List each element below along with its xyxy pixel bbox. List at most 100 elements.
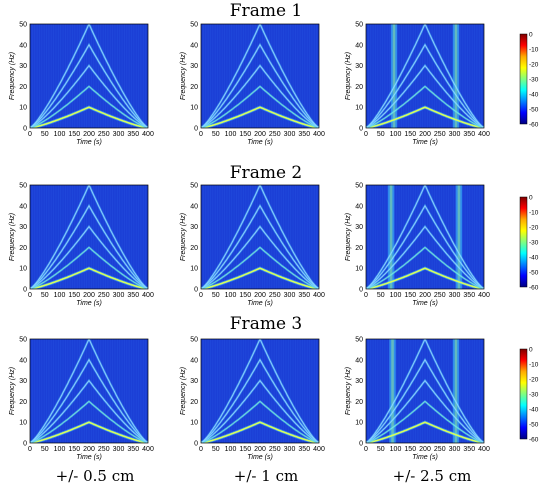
- x-tick-label: 350: [127, 446, 139, 453]
- y-tick-label: 40: [190, 203, 198, 210]
- x-tick-label: 250: [269, 446, 281, 453]
- harmonic-curve: [366, 246, 484, 289]
- colorbar-tick-label: -60: [529, 436, 539, 443]
- y-tick-label: 30: [19, 224, 27, 231]
- colorbar-tick-label: -60: [529, 284, 539, 291]
- x-tick-label: 150: [404, 131, 416, 138]
- column-label-3: +/- 2.5 cm: [393, 467, 472, 485]
- x-tick-label: 300: [113, 131, 125, 138]
- x-tick-label: 250: [269, 292, 281, 299]
- y-tick-label: 20: [190, 245, 198, 252]
- y-tick-label: 20: [190, 84, 198, 91]
- y-axis-label: Frequency (Hz): [345, 52, 352, 100]
- harmonic-curve: [30, 64, 148, 128]
- x-tick-label: 200: [254, 131, 266, 138]
- y-tick-label: 30: [190, 63, 198, 70]
- x-tick-label: 250: [269, 131, 281, 138]
- y-axis-label: Frequency (Hz): [180, 367, 187, 415]
- x-tick-label: 100: [54, 292, 66, 299]
- y-tick-label: 30: [19, 378, 27, 385]
- colorbar-tick-label: -60: [529, 121, 539, 128]
- x-tick-label: 400: [313, 446, 325, 453]
- harmonic-curve: [366, 24, 484, 128]
- harmonic-curve: [366, 106, 484, 128]
- y-tick-label: 50: [355, 22, 363, 29]
- y-tick-label: 40: [355, 357, 363, 364]
- harmonic-curve: [366, 400, 484, 443]
- plot-content: [366, 24, 484, 128]
- x-axis-label: Time (s): [247, 139, 273, 146]
- vertical-band-core: [391, 339, 394, 443]
- harmonic-curve: [201, 400, 319, 443]
- colorbar-tick-label: -50: [529, 421, 539, 428]
- x-tick-label: 300: [449, 292, 461, 299]
- colorbar-tick-label: 0: [529, 31, 533, 38]
- y-tick-label: 20: [19, 399, 27, 406]
- x-tick-label: 100: [54, 446, 66, 453]
- y-tick-label: 0: [194, 441, 198, 448]
- x-tick-label: 0: [28, 131, 32, 138]
- y-tick-label: 10: [355, 266, 363, 273]
- harmonic-curve: [201, 185, 319, 289]
- x-tick-label: 100: [225, 131, 237, 138]
- x-tick-label: 350: [298, 292, 310, 299]
- x-tick-label: 0: [28, 446, 32, 453]
- x-tick-label: 400: [478, 446, 490, 453]
- x-tick-label: 50: [212, 292, 220, 299]
- y-tick-label: 40: [19, 42, 27, 49]
- y-tick-label: 20: [19, 245, 27, 252]
- harmonic-curve: [30, 185, 148, 289]
- colorbar-tick-label: -10: [529, 209, 539, 216]
- plot-content: [201, 24, 319, 128]
- harmonic-curve: [366, 421, 484, 443]
- y-tick-label: 40: [190, 357, 198, 364]
- x-tick-label: 250: [98, 292, 110, 299]
- plot-frame: [29, 338, 149, 444]
- colorbar-gradient: [519, 33, 528, 125]
- harmonic-curve: [30, 421, 148, 443]
- y-tick-label: 10: [19, 105, 27, 112]
- y-tick-label: 10: [19, 420, 27, 427]
- y-tick-label: 20: [190, 399, 198, 406]
- y-axis-label: Frequency (Hz): [345, 213, 352, 261]
- spectrogram-panel: 0 50 100 150 200 250 300 350 400 0 10 20 30 40 50 Time …: [9, 22, 154, 147]
- harmonic-curve: [366, 185, 484, 289]
- harmonic-curve: [201, 43, 319, 128]
- y-tick-label: 0: [359, 287, 363, 294]
- plot-content: [30, 24, 148, 128]
- y-tick-label: 30: [355, 224, 363, 231]
- colorbar-tick-label: -50: [529, 106, 539, 113]
- plot-content: [366, 339, 484, 443]
- harmonic-curve: [201, 358, 319, 443]
- y-tick-label: 0: [194, 287, 198, 294]
- plot-frame: [200, 184, 320, 290]
- harmonic-curve: [30, 267, 148, 289]
- x-tick-label: 50: [212, 446, 220, 453]
- x-tick-label: 150: [404, 446, 416, 453]
- x-tick-label: 350: [127, 292, 139, 299]
- x-tick-label: 300: [449, 131, 461, 138]
- y-tick-label: 30: [355, 63, 363, 70]
- x-tick-label: 200: [83, 446, 95, 453]
- colorbar-tick-label: -20: [529, 61, 539, 68]
- harmonic-curve: [366, 225, 484, 289]
- x-tick-label: 200: [83, 131, 95, 138]
- harmonic-curve: [201, 421, 319, 443]
- plot-frame: [365, 184, 485, 290]
- x-tick-label: 300: [113, 292, 125, 299]
- spectrogram-panel: 0 50 100 150 200 250 300 350 400 0 10 20 30 40 50 Time …: [345, 22, 490, 147]
- y-axis-label: Frequency (Hz): [180, 213, 187, 261]
- y-tick-label: 50: [190, 183, 198, 190]
- x-tick-label: 50: [377, 446, 385, 453]
- x-tick-label: 350: [463, 446, 475, 453]
- x-tick-label: 100: [390, 292, 402, 299]
- x-tick-label: 150: [404, 292, 416, 299]
- x-tick-label: 250: [434, 292, 446, 299]
- plot-content: [30, 185, 148, 289]
- harmonic-curve: [366, 64, 484, 128]
- x-tick-label: 200: [419, 446, 431, 453]
- x-tick-label: 400: [142, 131, 154, 138]
- x-tick-label: 400: [478, 292, 490, 299]
- colorbar-tick-label: -30: [529, 239, 539, 246]
- x-tick-label: 0: [199, 446, 203, 453]
